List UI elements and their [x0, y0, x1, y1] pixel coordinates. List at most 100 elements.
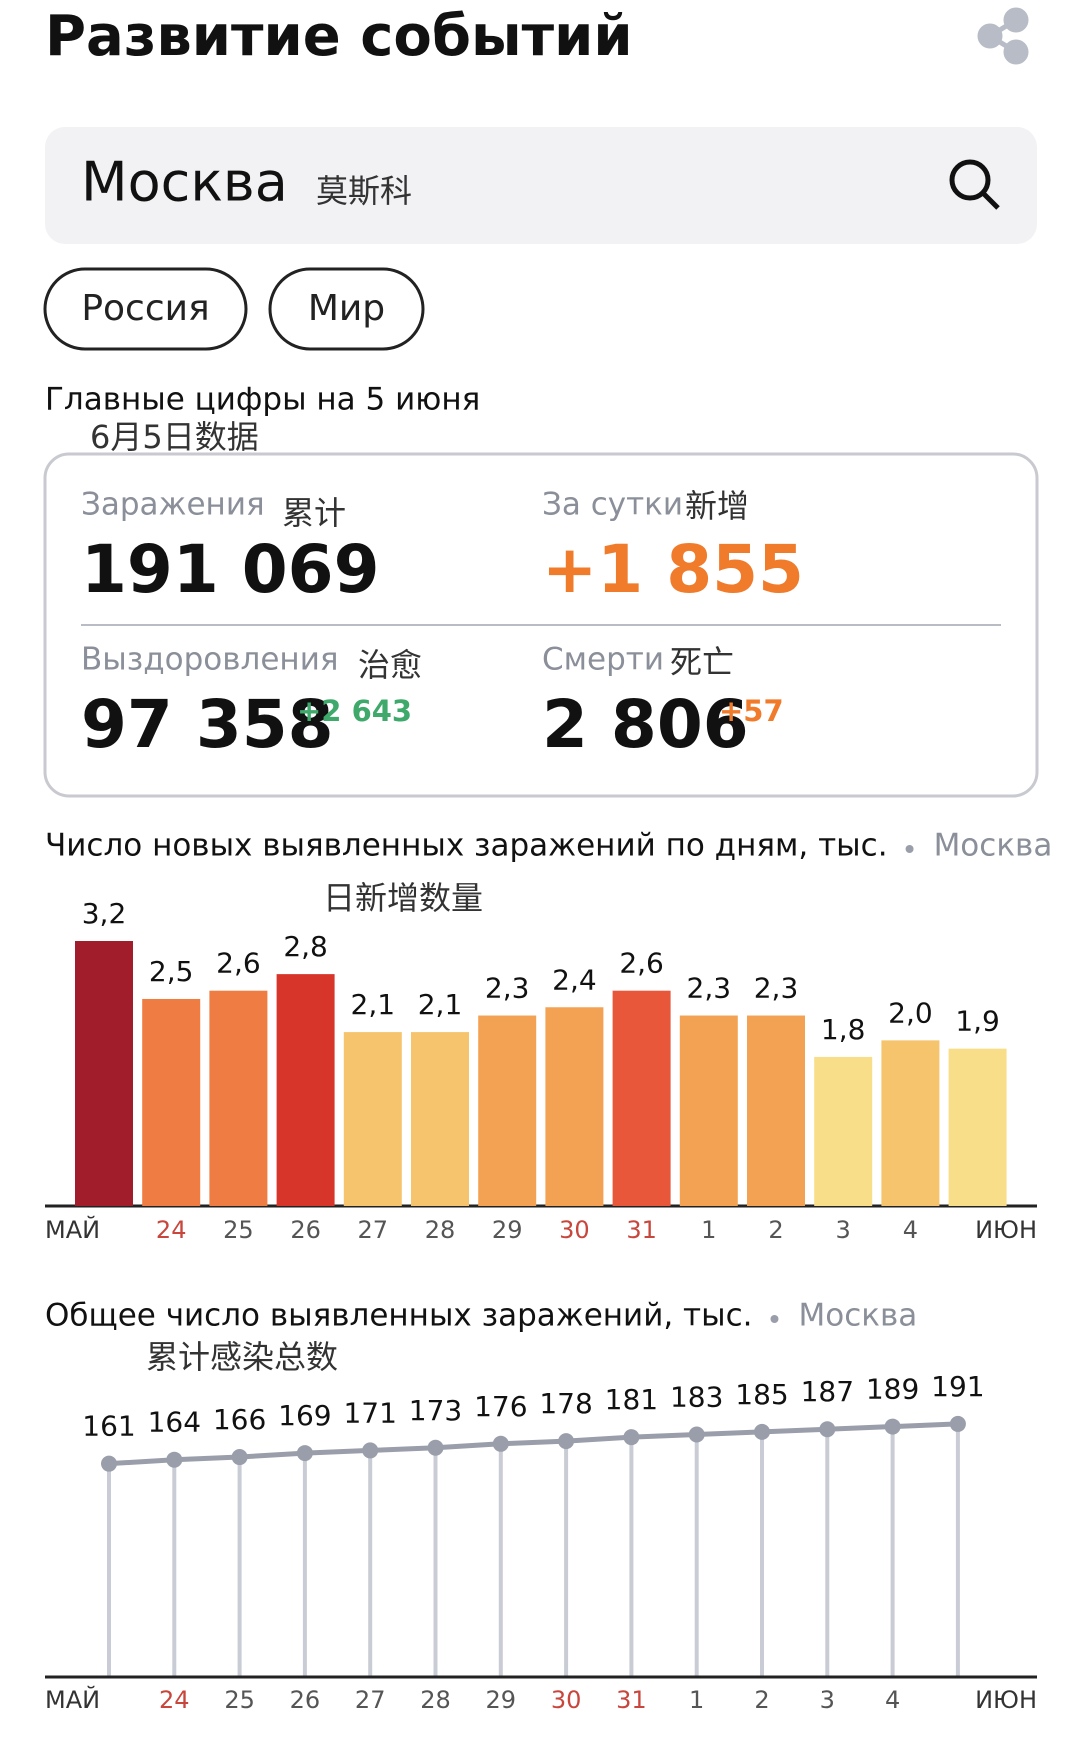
bar: [75, 941, 133, 1206]
x-tick-label: 29: [492, 1216, 523, 1244]
tab-russia[interactable]: [43, 267, 248, 351]
point: [427, 1439, 444, 1456]
x-tick-label: 27: [358, 1216, 389, 1244]
point: [623, 1429, 640, 1446]
point: [819, 1421, 836, 1438]
tab-label: Россия: [81, 288, 209, 329]
chart-title: Число новых выявленных заражений по дням…: [45, 828, 888, 864]
x-tick-label: 24: [156, 1216, 187, 1244]
stat-delta: +2 643: [297, 694, 412, 728]
bar: [881, 1040, 940, 1206]
x-tick-label: 30: [559, 1216, 590, 1244]
search-box[interactable]: [45, 127, 1037, 244]
stat-note: 死亡: [670, 643, 734, 681]
x-tick-label: 4: [885, 1686, 900, 1714]
value-label: 2,3: [687, 972, 732, 1005]
month-label: МАЙ: [45, 1685, 100, 1714]
x-tick-label: 3: [820, 1686, 835, 1714]
value-label: 2,1: [418, 988, 463, 1021]
value-label: 2,3: [754, 972, 799, 1005]
value-label: 2,4: [552, 963, 597, 996]
value-label: 2,0: [888, 996, 933, 1029]
stat-delta: +57: [719, 694, 784, 728]
stat-label: Смерти: [542, 642, 664, 678]
x-tick-label: 24: [159, 1686, 190, 1714]
bar: [545, 1007, 604, 1206]
value-label: 171: [343, 1396, 396, 1429]
value-label: 183: [670, 1381, 723, 1414]
search-note: 莫斯科: [316, 172, 412, 210]
value-label: 189: [866, 1373, 919, 1406]
search-icon[interactable]: [949, 159, 1000, 210]
point: [492, 1435, 509, 1452]
point: [884, 1418, 901, 1435]
page-title: Развитие событий: [45, 4, 633, 69]
stat-label: Выздоровления: [81, 642, 339, 678]
value-label: 187: [801, 1375, 854, 1408]
bar: [142, 998, 201, 1206]
value-label: 181: [605, 1383, 658, 1416]
bar: [679, 1015, 738, 1206]
x-tick-label: 1: [689, 1686, 704, 1714]
month-label: ИЮН: [975, 1686, 1037, 1714]
stat-label: Заражения: [81, 487, 265, 523]
stat-note: 新增: [685, 487, 749, 525]
x-tick-label: 1: [701, 1216, 716, 1244]
point: [558, 1433, 575, 1450]
x-tick-label: 28: [425, 1216, 456, 1244]
bar: [948, 1048, 1007, 1206]
stat-note: 治愈: [358, 646, 422, 684]
bar: [276, 974, 335, 1206]
line: [108, 1421, 959, 1467]
point: [754, 1423, 770, 1440]
bar: [612, 990, 671, 1206]
value-label: 161: [82, 1410, 135, 1443]
value-label: 185: [735, 1378, 788, 1411]
stat-value: 191 069: [81, 531, 380, 608]
share-button[interactable]: [977, 7, 1029, 65]
point: [101, 1455, 117, 1472]
point: [296, 1445, 313, 1462]
value-label: 173: [409, 1394, 462, 1427]
x-tick-label: 4: [903, 1216, 918, 1244]
x-tick-label: 2: [768, 1216, 783, 1244]
bar: [814, 1056, 873, 1206]
tab-world[interactable]: [268, 267, 425, 351]
x-tick-label: 26: [290, 1686, 321, 1714]
x-tick-label: 27: [355, 1686, 386, 1714]
stat-value: +1 855: [542, 531, 804, 608]
value-label: 3,2: [82, 897, 127, 930]
x-tick-label: 30: [551, 1686, 582, 1714]
bar: [747, 1015, 805, 1206]
bar: [209, 990, 268, 1206]
bar: [343, 1032, 402, 1206]
point: [166, 1451, 183, 1468]
stat-value: 97 358: [81, 686, 334, 763]
value-label: 1,9: [955, 1005, 1000, 1038]
point: [688, 1426, 705, 1443]
value-label: 2,6: [216, 947, 261, 980]
x-tick-label: 26: [290, 1216, 321, 1244]
value-label: 166: [213, 1403, 266, 1436]
value-label: 2,5: [149, 955, 194, 988]
chart-annotation: 日新增数量: [323, 879, 483, 917]
point: [362, 1442, 379, 1459]
x-tick-label: 25: [224, 1686, 255, 1714]
value-label: 1,8: [821, 1013, 866, 1046]
summary-note: 6月5日数据: [90, 418, 259, 456]
x-tick-label: 31: [616, 1686, 647, 1714]
value-label: 2,3: [485, 972, 530, 1005]
value-label: 178: [539, 1387, 592, 1420]
bar: [411, 1032, 469, 1206]
x-tick-label: 28: [420, 1686, 451, 1714]
value-label: 2,1: [351, 988, 396, 1021]
point: [949, 1415, 966, 1432]
stat-note: 累计: [282, 494, 346, 532]
bar: [478, 1015, 537, 1206]
month-label: ИЮН: [975, 1216, 1037, 1244]
x-tick-label: 31: [626, 1216, 657, 1244]
x-tick-label: 29: [486, 1686, 517, 1714]
chart-annotation: 累计感染总数: [146, 1338, 338, 1376]
separator-dot: [905, 845, 914, 853]
